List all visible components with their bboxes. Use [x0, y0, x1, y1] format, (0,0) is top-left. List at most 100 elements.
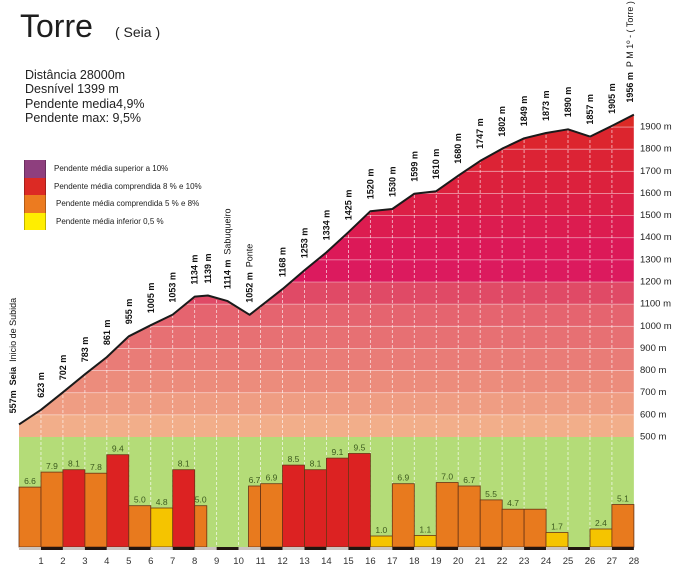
elevation-label: 955 m: [124, 299, 134, 325]
elevation-label: 783 m: [80, 337, 90, 363]
elevation-band: [19, 149, 634, 172]
km-scale-segment: [238, 547, 261, 550]
stat-distance: Distância 28000m: [25, 68, 126, 82]
gradient-bar-label: 7.9: [46, 461, 58, 471]
gradient-bar: [18, 486, 42, 548]
elevation-value: 1610 m: [431, 149, 441, 180]
x-tick-label: 26: [585, 556, 596, 567]
gradient-bar: [501, 508, 525, 548]
x-tick-label: 25: [563, 556, 574, 567]
elevation-label: 1253 m: [300, 228, 310, 259]
elevation-label: 1052 m Ponte: [245, 244, 255, 303]
gradient-bar-label: 5.5: [485, 489, 497, 499]
gradient-bar: [545, 532, 569, 548]
elevation-label: 1530 m: [387, 166, 397, 197]
x-tick-label: 18: [409, 556, 420, 567]
elevation-value: 783 m: [80, 337, 90, 363]
legend-swatch: [24, 212, 46, 230]
km-scale-segment: [216, 547, 239, 550]
legend-item: Pendente média superior a 10%: [24, 160, 202, 178]
gradient-bar-label: 1.0: [375, 525, 387, 535]
x-tick-label: 8: [192, 556, 197, 567]
y-tick-label: 1700 m: [640, 166, 672, 177]
gradient-bar-label: 1.1: [419, 525, 431, 535]
legend-label: Pendente média comprendida 8 % e 10%: [54, 181, 202, 191]
km-scale-segment: [128, 547, 151, 550]
elevation-label: 1425 m: [343, 190, 353, 221]
km-scale-segment: [348, 547, 371, 550]
km-scale-segment: [150, 547, 173, 550]
y-tick-label: 1400 m: [640, 232, 672, 243]
x-tick-label: 27: [607, 556, 618, 567]
gradient-bar: [304, 469, 327, 548]
gradient-bar-label: 6.9: [266, 473, 278, 483]
elevation-label: 1747 m: [475, 118, 485, 149]
km-scale-segment: [611, 547, 634, 550]
km-scale-segment: [414, 547, 437, 550]
gradient-bar: [128, 505, 152, 548]
x-tick-label: 6: [148, 556, 153, 567]
elevation-label: 1873 m: [541, 90, 551, 121]
gradient-bar-label: 6.9: [397, 473, 409, 483]
elevation-value: 1530 m: [387, 166, 397, 197]
y-tick-label: 1000 m: [640, 321, 672, 332]
elevation-value: 623 m: [36, 372, 46, 398]
gradient-bar: [62, 469, 86, 548]
x-tick-label: 3: [82, 556, 87, 567]
elevation-value: 1890 m: [563, 87, 573, 118]
km-scale-segment: [370, 547, 393, 550]
elevation-band: [19, 171, 634, 194]
legend-label: Pendente média superior a 10%: [54, 164, 169, 174]
climb-title: Torre: [20, 8, 93, 44]
elevation-area: [19, 114, 634, 437]
km-scale-segment: [568, 547, 590, 550]
elevation-label: 557m Seia Inicio de Subida: [8, 298, 18, 414]
km-scale-segment: [436, 547, 459, 550]
place-note: Inicio de Subida: [8, 298, 18, 362]
gradient-bar-label: 1.7: [551, 522, 563, 532]
gradient-legend: Pendente média superior a 10% Pendente m…: [24, 160, 202, 230]
gradient-bar-label: 2.4: [595, 518, 607, 528]
gradient-bar: [523, 508, 547, 548]
km-scale-segment: [546, 547, 568, 550]
elevation-value: 1873 m: [541, 90, 551, 121]
elevation-value: 861 m: [102, 320, 112, 346]
elevation-label: 1134 m: [190, 255, 200, 285]
km-scale-segment: [392, 547, 415, 550]
elevation-value: 1905 m: [607, 83, 617, 114]
elevation-value: 1114 m: [223, 260, 233, 290]
km-scale-segment: [304, 547, 327, 550]
km-scale-segment: [172, 547, 195, 550]
elevation-label: 1802 m: [497, 106, 507, 137]
profile-line: [18, 113, 635, 426]
elevation-value: 1425 m: [343, 190, 353, 221]
y-tick-label: 1500 m: [640, 210, 672, 221]
place-name: Sabuqueiro: [223, 209, 233, 255]
y-tick-label: 1300 m: [640, 254, 672, 265]
gradient-bar-label: 5.0: [195, 495, 207, 505]
elevation-label: 1905 m: [607, 83, 617, 114]
y-tick-label: 900 m: [640, 343, 666, 354]
x-tick-label: 2: [60, 556, 65, 567]
legend-label: Pendente média comprendida 5 % e 8%: [56, 199, 200, 209]
km-scale-segment: [458, 547, 481, 550]
gradient-bar: [413, 535, 437, 548]
gradient-bar-label: 7.0: [441, 472, 453, 482]
elevation-value: 1053 m: [168, 272, 178, 303]
x-tick-label: 9: [214, 556, 219, 567]
gradient-bar-label: 8.1: [310, 459, 322, 469]
y-tick-label: 500 m: [640, 432, 666, 443]
km-scale-segment: [282, 547, 305, 550]
x-tick-label: 17: [387, 556, 398, 567]
gradient-bar: [589, 528, 613, 548]
gradient-bar: [369, 535, 393, 548]
legend-swatch: [24, 160, 46, 178]
stat-average-gradient: Pendente media4,9%: [25, 96, 145, 111]
legend-item: Pendente média comprendida 8 % e 10%: [24, 177, 202, 195]
elevation-label: 1610 m: [431, 149, 441, 180]
km-scale-segment: [62, 547, 85, 550]
y-tick-label: 1600 m: [640, 188, 672, 199]
elevation-value: 955 m: [124, 299, 134, 325]
km-scale-segment: [19, 547, 41, 550]
